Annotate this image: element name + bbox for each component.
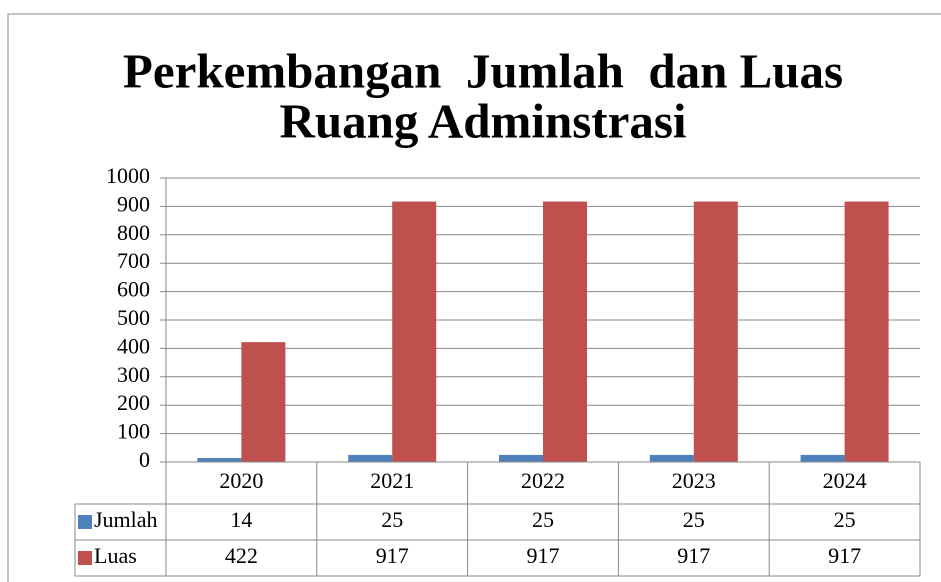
x-tick-label: 2021 [370,468,414,493]
y-tick-label: 100 [117,419,150,444]
x-tick-label: 2024 [823,468,867,493]
y-tick-label: 1000 [106,163,150,188]
bar [649,454,694,462]
bar [499,454,543,462]
y-tick-label: 800 [117,220,150,245]
table-value: 25 [381,507,403,532]
bar [800,454,845,462]
y-tick-label: 600 [117,277,150,302]
table-value: 917 [677,543,710,568]
bar [693,201,738,462]
bar [844,201,889,462]
table-value: 917 [376,543,409,568]
legend-key [78,515,92,529]
x-tick-label: 2020 [219,468,263,493]
y-tick-label: 500 [117,305,150,330]
table-value: 25 [683,507,705,532]
table-value: 25 [834,507,856,532]
y-tick-label: 300 [117,362,150,387]
bar [543,201,587,462]
table-value: 917 [527,543,560,568]
chart-frame [7,13,941,582]
legend-label: Jumlah [94,507,158,532]
table-value: 917 [828,543,861,568]
x-tick-label: 2022 [521,468,565,493]
chart-title: Ruang Adminstrasi [279,93,686,148]
y-tick-label: 900 [117,191,150,216]
bar [197,458,242,462]
bar [241,342,286,462]
table-value: 25 [532,507,554,532]
y-tick-label: 400 [117,333,150,358]
table-value: 422 [225,543,258,568]
legend-key [78,551,92,565]
bar [392,201,437,462]
x-tick-label: 2023 [672,468,716,493]
y-tick-label: 700 [117,248,150,273]
y-tick-label: 200 [117,390,150,415]
bar [348,454,393,462]
legend-label: Luas [94,543,137,568]
table-value: 14 [230,507,252,532]
y-tick-label: 0 [139,447,150,472]
chart-title: Perkembangan Jumlah dan Luas [123,43,843,98]
